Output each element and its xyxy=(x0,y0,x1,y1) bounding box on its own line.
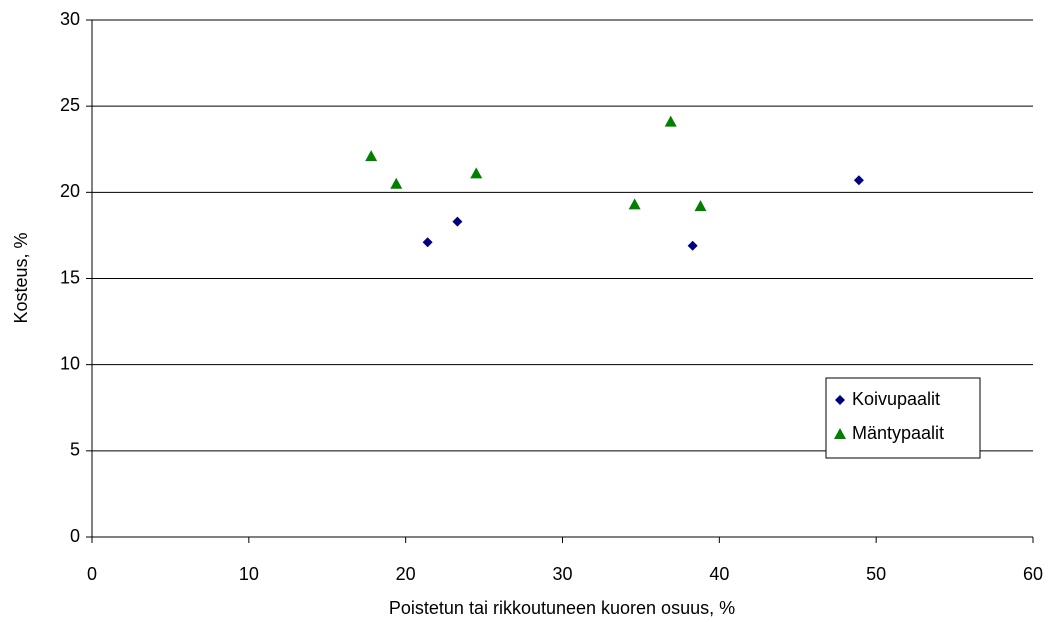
triangle-marker xyxy=(694,200,707,212)
x-tick-label: 50 xyxy=(866,564,886,584)
legend-label: Koivupaalit xyxy=(852,389,940,409)
y-tick-label: 10 xyxy=(60,353,80,373)
x-tick-label: 20 xyxy=(396,564,416,584)
x-tick-label: 40 xyxy=(709,564,729,584)
diamond-marker xyxy=(452,216,463,227)
triangle-marker xyxy=(390,177,403,189)
y-tick-label: 5 xyxy=(70,440,80,460)
y-tick-label: 15 xyxy=(60,267,80,287)
x-tick-label: 0 xyxy=(87,564,97,584)
triangle-marker xyxy=(365,150,378,162)
triangle-marker xyxy=(834,428,846,439)
diamond-marker xyxy=(687,240,698,251)
x-tick-label: 10 xyxy=(239,564,259,584)
diamond-marker xyxy=(422,237,433,248)
x-tick-label: 30 xyxy=(552,564,572,584)
y-tick-label: 30 xyxy=(60,9,80,29)
triangle-marker xyxy=(628,198,641,210)
y-tick-label: 0 xyxy=(70,526,80,546)
y-axis-label: Kosteus, % xyxy=(11,232,31,323)
legend-box xyxy=(825,377,981,459)
legend-label: Mäntypaalit xyxy=(852,423,944,443)
triangle-marker xyxy=(664,115,677,127)
x-tick-label: 60 xyxy=(1023,564,1043,584)
triangle-marker xyxy=(470,167,483,179)
diamond-marker xyxy=(835,395,845,405)
diamond-marker xyxy=(853,175,864,186)
y-tick-label: 20 xyxy=(60,181,80,201)
y-tick-label: 25 xyxy=(60,95,80,115)
x-axis-label: Poistetun tai rikkoutuneen kuoren osuus,… xyxy=(389,598,735,618)
